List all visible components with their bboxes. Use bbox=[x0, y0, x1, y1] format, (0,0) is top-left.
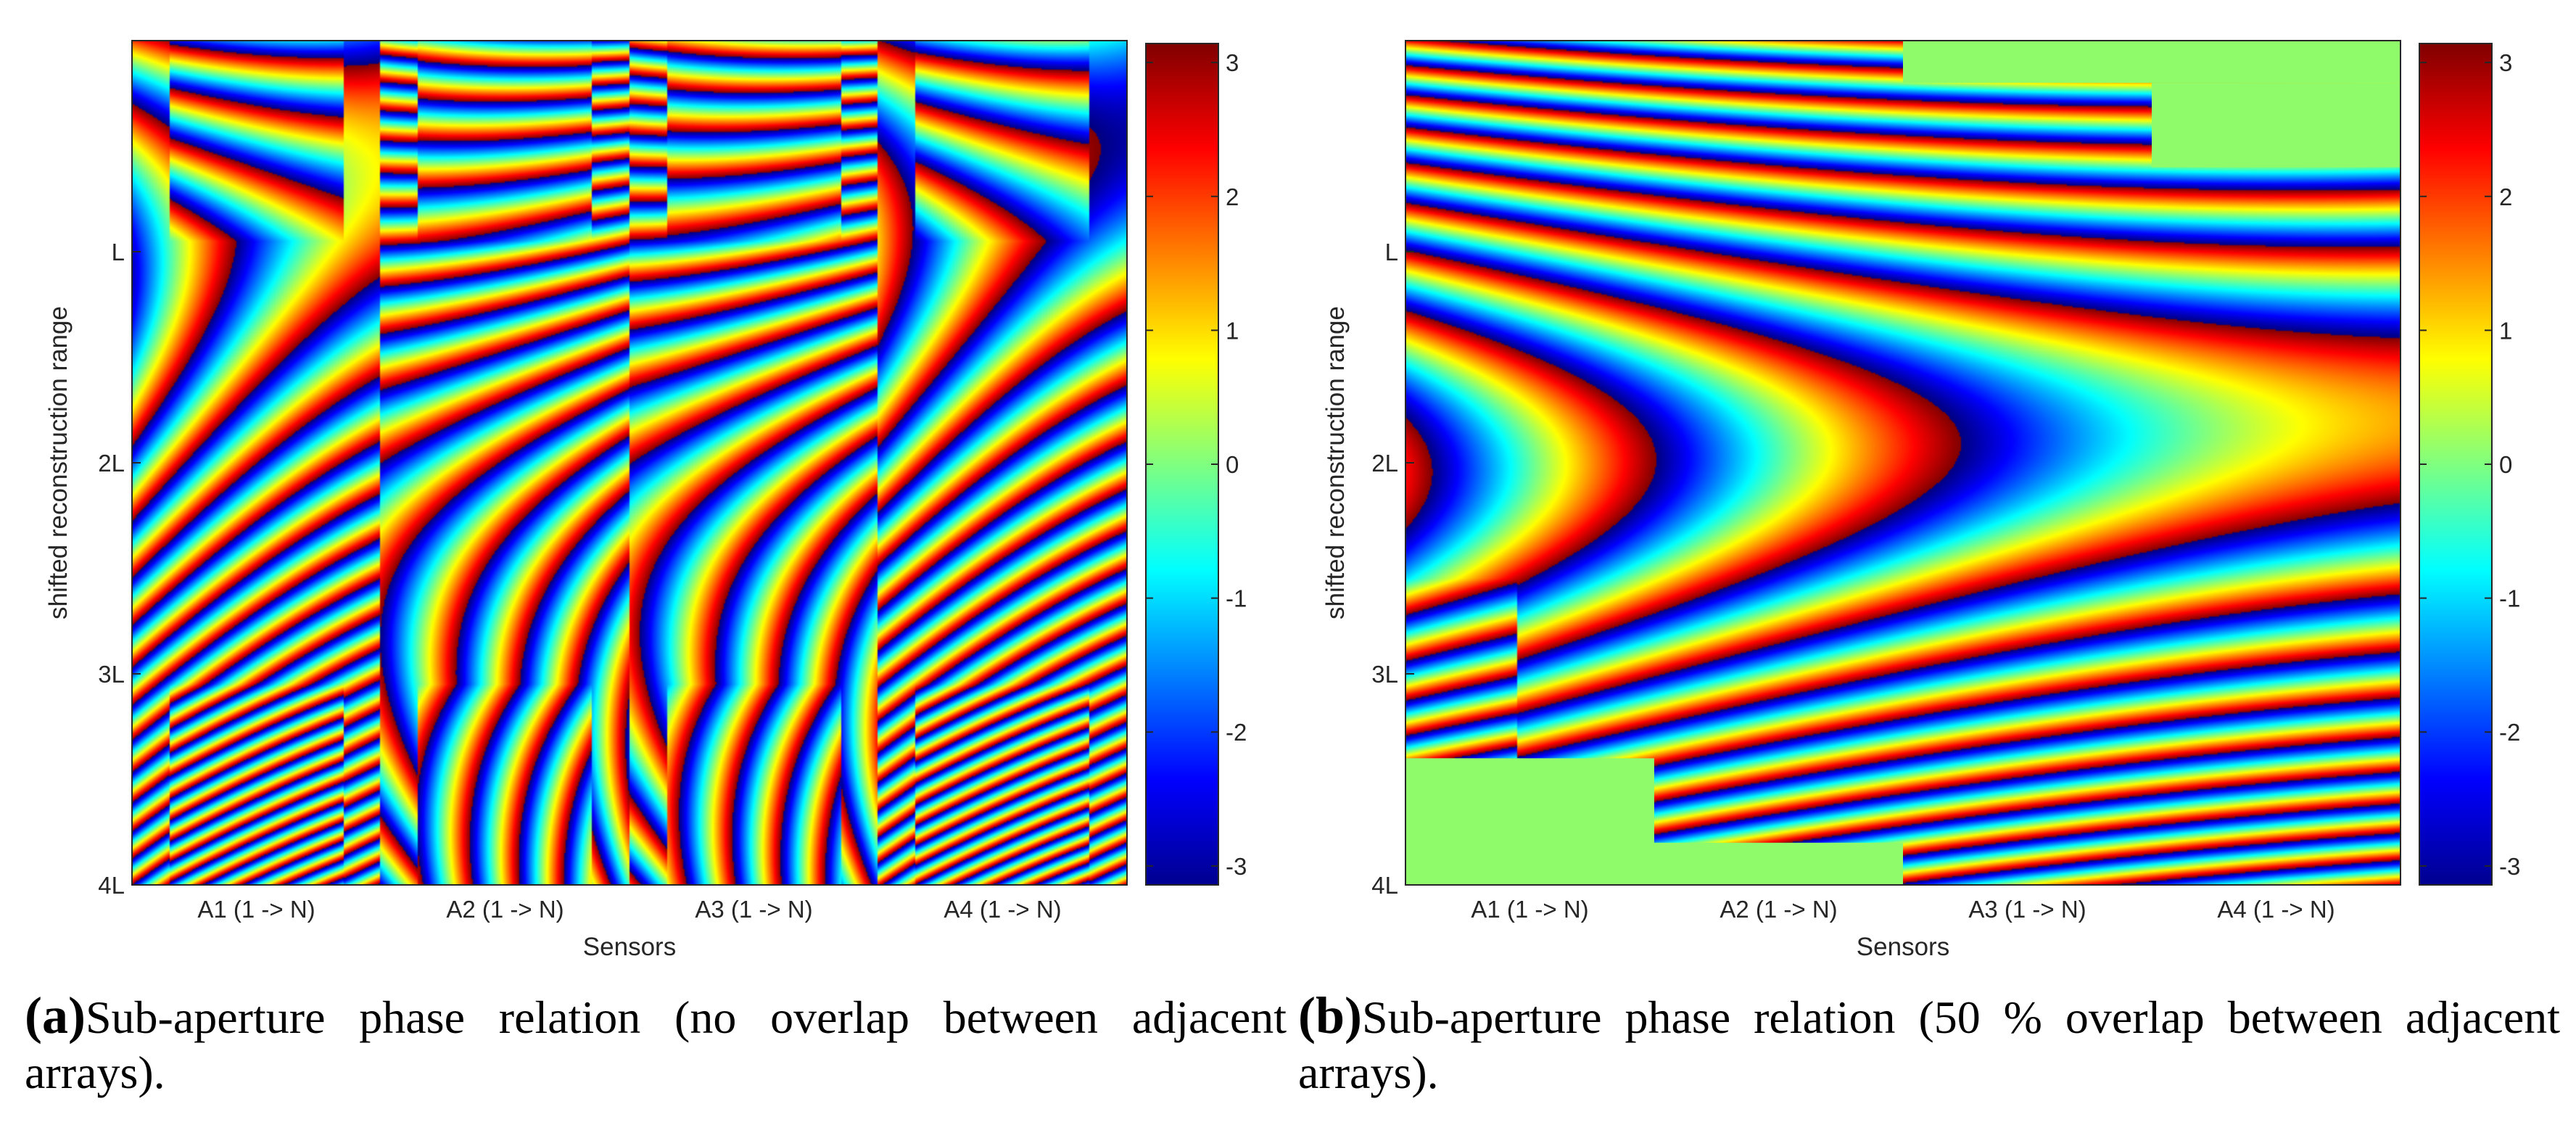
y-axis-label-b: shifted reconstruction range bbox=[1321, 306, 1350, 619]
colorbar-tick-label: 0 bbox=[2499, 451, 2512, 478]
colorbar-tick-label: 1 bbox=[2499, 317, 2512, 344]
colorbar-tick-label: -2 bbox=[2499, 719, 2520, 746]
x-axis-label-b: Sensors bbox=[1857, 933, 1949, 961]
colorbar-ticks-b: 3 2 1 0 -1 -2 -3 bbox=[2419, 49, 2520, 880]
x-ticks-b: A1 (1 -> N) A2 (1 -> N) A3 (1 -> N) A4 (1 -… bbox=[1471, 896, 2334, 923]
masked-region bbox=[1903, 41, 2400, 83]
caption-a: (a)Sub-aperture phase relation (no overl… bbox=[25, 988, 1287, 1100]
panel-b: L 2L 3L 4L A1 (1 -> N) A2 (1 -> N) A3 (1 -> N… bbox=[1321, 40, 2520, 961]
y-axis-label-a: shifted reconstruction range bbox=[44, 306, 73, 619]
colorbar-tick-label: -2 bbox=[1226, 719, 1247, 746]
y-tick-label: 3L bbox=[98, 661, 125, 688]
caption-label-b: (b) bbox=[1298, 986, 1362, 1044]
masked-regions-b bbox=[1405, 41, 2400, 885]
colorbar-tick-label: 2 bbox=[1226, 184, 1239, 210]
phase-heatmap-a bbox=[132, 41, 1127, 885]
y-tick-label: 4L bbox=[1371, 872, 1398, 899]
y-tick-label: L bbox=[1385, 239, 1398, 265]
x-tick-label: A3 (1 -> N) bbox=[1968, 896, 2086, 923]
y-tick-label: 4L bbox=[98, 872, 125, 899]
x-axis-label-a: Sensors bbox=[583, 933, 676, 961]
x-ticks-a: A1 (1 -> N) A2 (1 -> N) A3 (1 -> N) A4 (1 -… bbox=[197, 896, 1061, 923]
x-tick-label: A1 (1 -> N) bbox=[1471, 896, 1588, 923]
x-tick-label: A4 (1 -> N) bbox=[944, 896, 1061, 923]
caption-text-a: Sub-aperture phase relation (no overlap … bbox=[25, 992, 1287, 1098]
masked-region bbox=[1405, 758, 1654, 885]
x-tick-label: A2 (1 -> N) bbox=[446, 896, 564, 923]
caption-label-a: (a) bbox=[25, 986, 86, 1044]
colorbar-tick-label: -3 bbox=[1226, 853, 1247, 880]
masked-region bbox=[2152, 83, 2400, 168]
colorbar-tick-label: 2 bbox=[2499, 184, 2512, 210]
y-ticks-b: L 2L 3L 4L bbox=[1371, 239, 1414, 899]
phase-heatmap-b bbox=[1405, 41, 2400, 885]
caption-text-b: Sub-aperture phase relation (50 % overla… bbox=[1298, 992, 2560, 1098]
y-ticks-a: L 2L 3L 4L bbox=[98, 239, 141, 899]
colorbar-a bbox=[1146, 44, 1218, 885]
colorbar-tick-label: 0 bbox=[1226, 451, 1239, 478]
colorbar-tick-label: 3 bbox=[2499, 49, 2512, 76]
panel-a: L 2L 3L 4L A1 (1 -> N) A2 (1 -> N) A3 (1 -> N… bbox=[44, 40, 1247, 961]
colorbar-b bbox=[2419, 44, 2492, 885]
x-tick-label: A3 (1 -> N) bbox=[695, 896, 812, 923]
y-tick-label: 3L bbox=[1371, 661, 1398, 688]
colorbar-tick-label: 1 bbox=[1226, 317, 1239, 344]
colorbar-tick-label: -1 bbox=[2499, 585, 2520, 612]
x-tick-label: A2 (1 -> N) bbox=[1720, 896, 1837, 923]
masked-region bbox=[1654, 842, 1903, 885]
x-tick-label: A4 (1 -> N) bbox=[2217, 896, 2334, 923]
y-tick-label: 2L bbox=[1371, 450, 1398, 477]
caption-b: (b)Sub-aperture phase relation (50 % ove… bbox=[1298, 988, 2560, 1100]
colorbar-ticks-a: 3 2 1 0 -1 -2 -3 bbox=[1146, 49, 1247, 880]
colorbar-tick-label: -1 bbox=[1226, 585, 1247, 612]
y-tick-label: 2L bbox=[98, 450, 125, 477]
colorbar-tick-label: -3 bbox=[2499, 853, 2520, 880]
y-tick-label: L bbox=[112, 239, 125, 265]
colorbar-tick-label: 3 bbox=[1226, 49, 1239, 76]
x-tick-label: A1 (1 -> N) bbox=[197, 896, 315, 923]
